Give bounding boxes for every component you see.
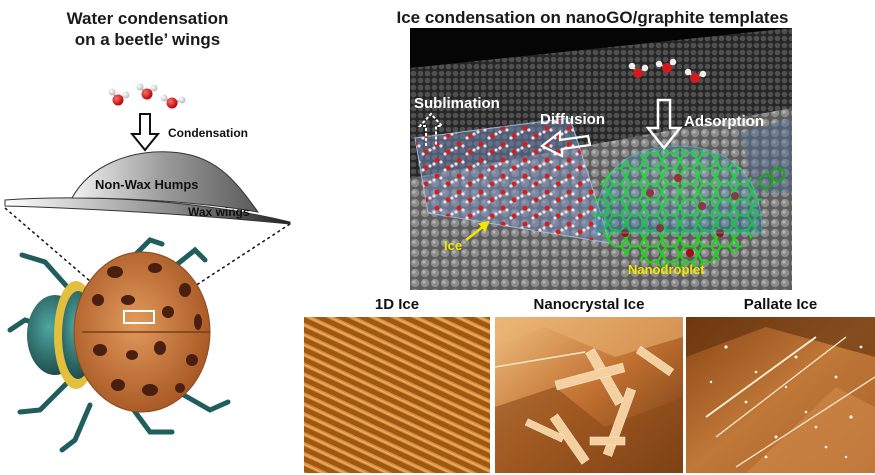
afm-panel-pallate-ice <box>686 317 875 473</box>
zoom-box <box>123 310 155 324</box>
condensation-arrow <box>129 113 161 152</box>
water-molecule-2 <box>136 83 158 100</box>
left-title-line1: Water condensation <box>66 9 229 28</box>
incoming-water-molecules <box>628 58 707 83</box>
water-molecules <box>108 83 186 109</box>
water-molecule-3 <box>160 94 186 109</box>
beetle-diagram: Condensation Non-Wax Humps Wax wings <box>4 83 291 453</box>
nanodroplet-dome <box>594 145 763 234</box>
left-title-line2: on a beetle’ wings <box>74 30 221 49</box>
diffusion-arrow <box>539 129 592 158</box>
far-go-rings <box>759 165 785 191</box>
panel-title-1d-ice: 1D Ice <box>374 296 420 313</box>
adsorption-label: Adsorption <box>684 113 764 130</box>
panel-title-pallate-ice: Pallate Ice <box>743 296 818 313</box>
left-title: Water condensation on a beetle’ wings <box>20 8 275 50</box>
sublimation-arrow <box>417 112 445 146</box>
humps-label: Non-Wax Humps <box>95 177 199 192</box>
right-title: Ice condensation on nanoGO/graphite temp… <box>396 8 789 27</box>
nanodroplet-label: Nanodroplet <box>628 262 705 277</box>
condensation-label: Condensation <box>168 126 248 140</box>
beetle-spots <box>92 263 202 396</box>
ice-condensation-diagram: Adsorption Diffusion Sublimation Ice Nan… <box>410 28 792 290</box>
ice-pointer-head <box>478 220 490 232</box>
diffusion-label: Diffusion <box>540 111 605 128</box>
non-wax-hump-shape <box>71 151 260 213</box>
afm-panel-1d-ice <box>304 317 490 473</box>
ice-label: Ice <box>444 238 462 253</box>
afm-panel-nanocrystal-ice <box>495 317 683 473</box>
water-molecule-1 <box>108 88 130 106</box>
far-go-piece <box>740 118 792 193</box>
adsorption-arrow <box>645 98 683 151</box>
sublimation-label: Sublimation <box>414 95 500 112</box>
beetle-legs <box>7 237 231 453</box>
ice-pointer-arrow <box>465 225 485 241</box>
panel-title-nanocrystal-ice: Nanocrystal Ice <box>533 296 645 313</box>
wings-label: Wax wings <box>188 205 250 219</box>
